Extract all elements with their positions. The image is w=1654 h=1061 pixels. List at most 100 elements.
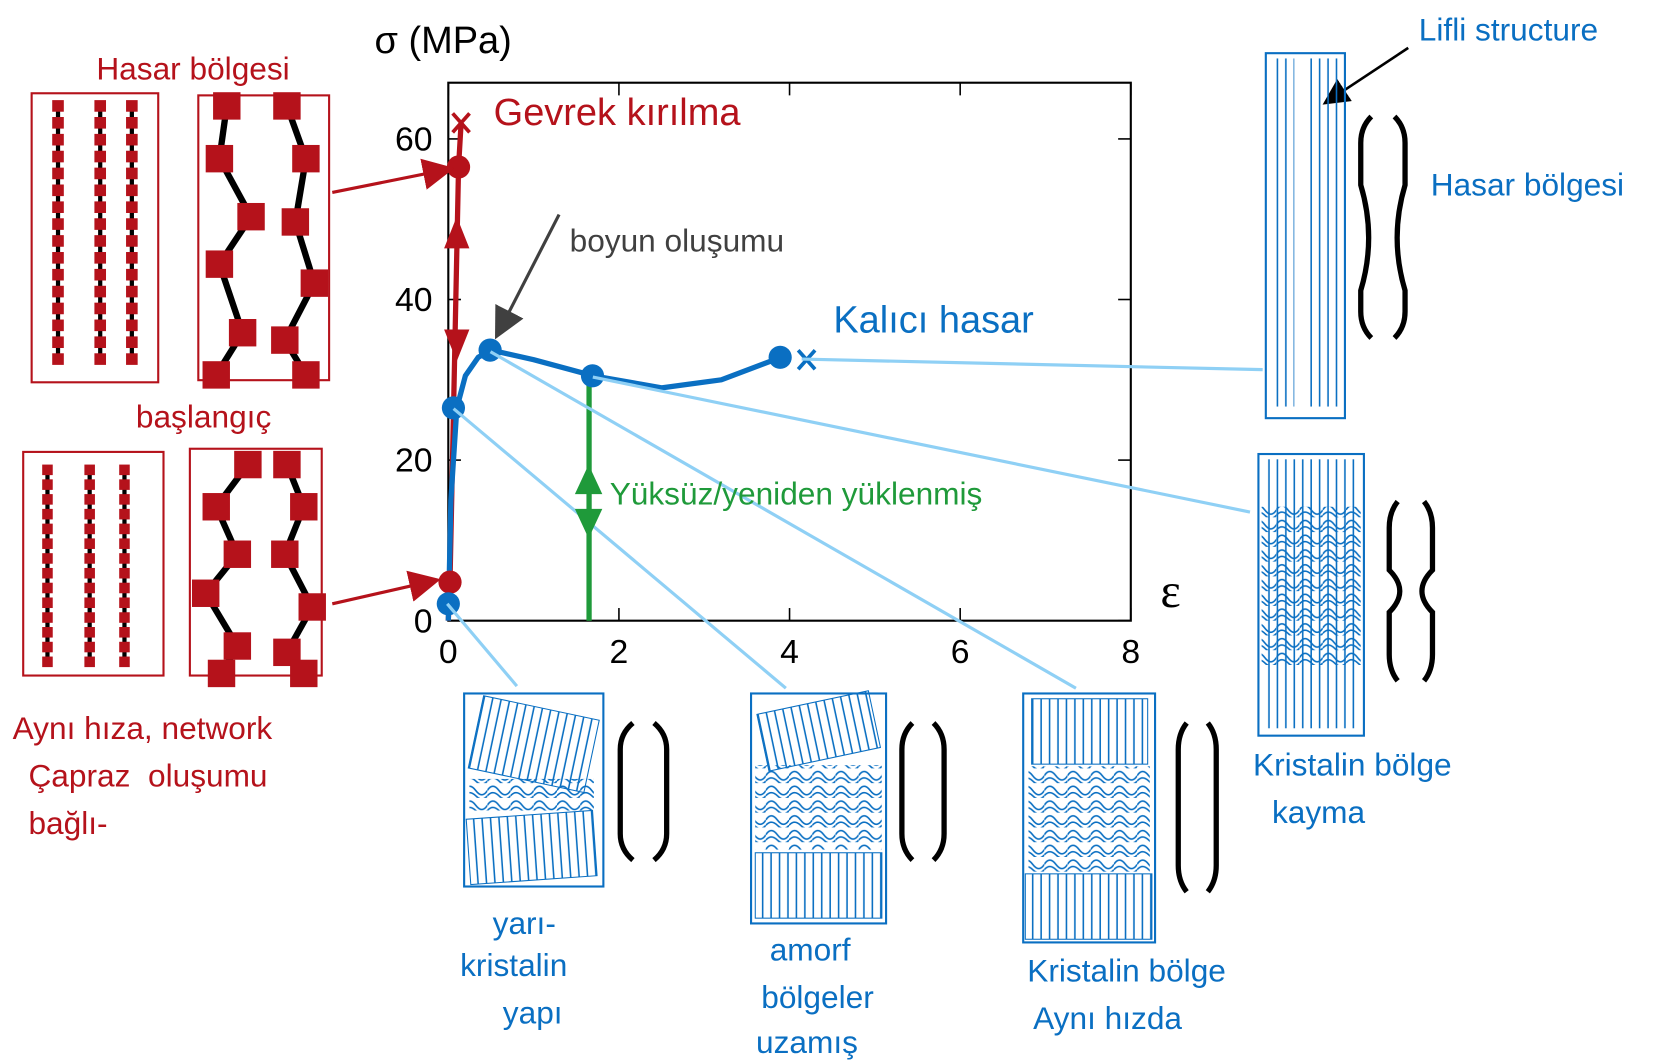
crystal [757, 691, 880, 771]
crosslink [299, 593, 326, 620]
panel-label: Kristalin bölge [1027, 952, 1226, 988]
segment [94, 151, 106, 163]
box [190, 449, 322, 676]
x-tick-label: 2 [610, 633, 629, 671]
point [769, 346, 792, 369]
dogbone [902, 723, 944, 860]
annotation: Gevrek kırılma [494, 92, 742, 134]
annotation: Kalıcı hasar [833, 300, 1034, 342]
crystal [1032, 699, 1148, 764]
y-tick-label: 0 [414, 602, 433, 640]
segment [119, 465, 130, 476]
panel-label: Hasar bölgesi [96, 51, 289, 87]
arrow [575, 509, 602, 539]
segment [126, 286, 138, 298]
segment [42, 627, 53, 638]
segment [52, 235, 64, 247]
segment [84, 597, 95, 608]
point [438, 571, 461, 594]
segment [84, 479, 95, 490]
segment [52, 201, 64, 213]
crosslink [301, 269, 328, 296]
segment [126, 100, 138, 112]
segment [126, 269, 138, 281]
box [198, 95, 329, 380]
segment [42, 465, 53, 476]
segment [84, 627, 95, 638]
segment [94, 320, 106, 332]
y-tick-label: 60 [395, 121, 433, 159]
segment [84, 568, 95, 579]
panel-label: yarı- [493, 905, 556, 941]
segment [42, 479, 53, 490]
segment [94, 201, 106, 213]
segment [52, 320, 64, 332]
segment [119, 568, 130, 579]
segment [52, 218, 64, 230]
segment [119, 494, 130, 505]
segment [119, 583, 130, 594]
figure: 024680204060 σ (MPa) ε Gevrek kırılm [0, 0, 1654, 1061]
crosslink [282, 208, 309, 235]
segment [42, 642, 53, 653]
y-axis-label: σ (MPa) [374, 20, 511, 62]
segment [119, 479, 130, 490]
segment [119, 553, 130, 564]
segment [42, 553, 53, 564]
crosslink [290, 660, 317, 687]
segment [42, 538, 53, 549]
crystal [1025, 874, 1152, 939]
segment [119, 657, 130, 668]
segment [126, 201, 138, 213]
segment [52, 286, 64, 298]
crosslink [192, 580, 219, 607]
leader [332, 169, 448, 192]
point [447, 155, 470, 178]
segment [94, 100, 106, 112]
segment [42, 612, 53, 623]
segment [94, 218, 106, 230]
segment [94, 185, 106, 197]
crosslink [206, 250, 233, 277]
panel-label: Kristalin bölge [1253, 747, 1452, 783]
panel-label: Hasar bölgesi [1431, 167, 1624, 203]
annotation: boyun oluşumu [570, 222, 785, 258]
panel-label: kristalin [460, 947, 567, 983]
segment [84, 494, 95, 505]
segment [52, 353, 64, 365]
leader [1327, 48, 1408, 102]
crosslink [208, 660, 235, 687]
panel-label: başlangıç [136, 399, 271, 435]
crosslink [203, 361, 230, 388]
crosslink [271, 541, 298, 568]
crosslink [271, 326, 298, 353]
dogbone [1178, 723, 1216, 892]
panel-label: bölgeler [761, 979, 874, 1015]
segment [126, 235, 138, 247]
segment [94, 269, 106, 281]
segment [126, 151, 138, 163]
segment [52, 134, 64, 146]
curves [437, 113, 815, 620]
segment [84, 642, 95, 653]
crosslink [237, 203, 264, 230]
segment [94, 168, 106, 180]
segment [126, 134, 138, 146]
segment [94, 353, 106, 365]
point [581, 364, 604, 387]
segment [42, 509, 53, 520]
segment [94, 134, 106, 146]
x-tick-label: 6 [951, 633, 970, 671]
fibril [1271, 58, 1294, 406]
segment [42, 657, 53, 668]
segment [94, 252, 106, 264]
segment [94, 117, 106, 129]
amorphous [1028, 766, 1149, 871]
segment [42, 583, 53, 594]
crosslink [203, 493, 230, 520]
dogbone [1361, 116, 1405, 338]
segment [52, 336, 64, 348]
segment [94, 303, 106, 315]
crosslink [273, 92, 300, 119]
segment [126, 252, 138, 264]
